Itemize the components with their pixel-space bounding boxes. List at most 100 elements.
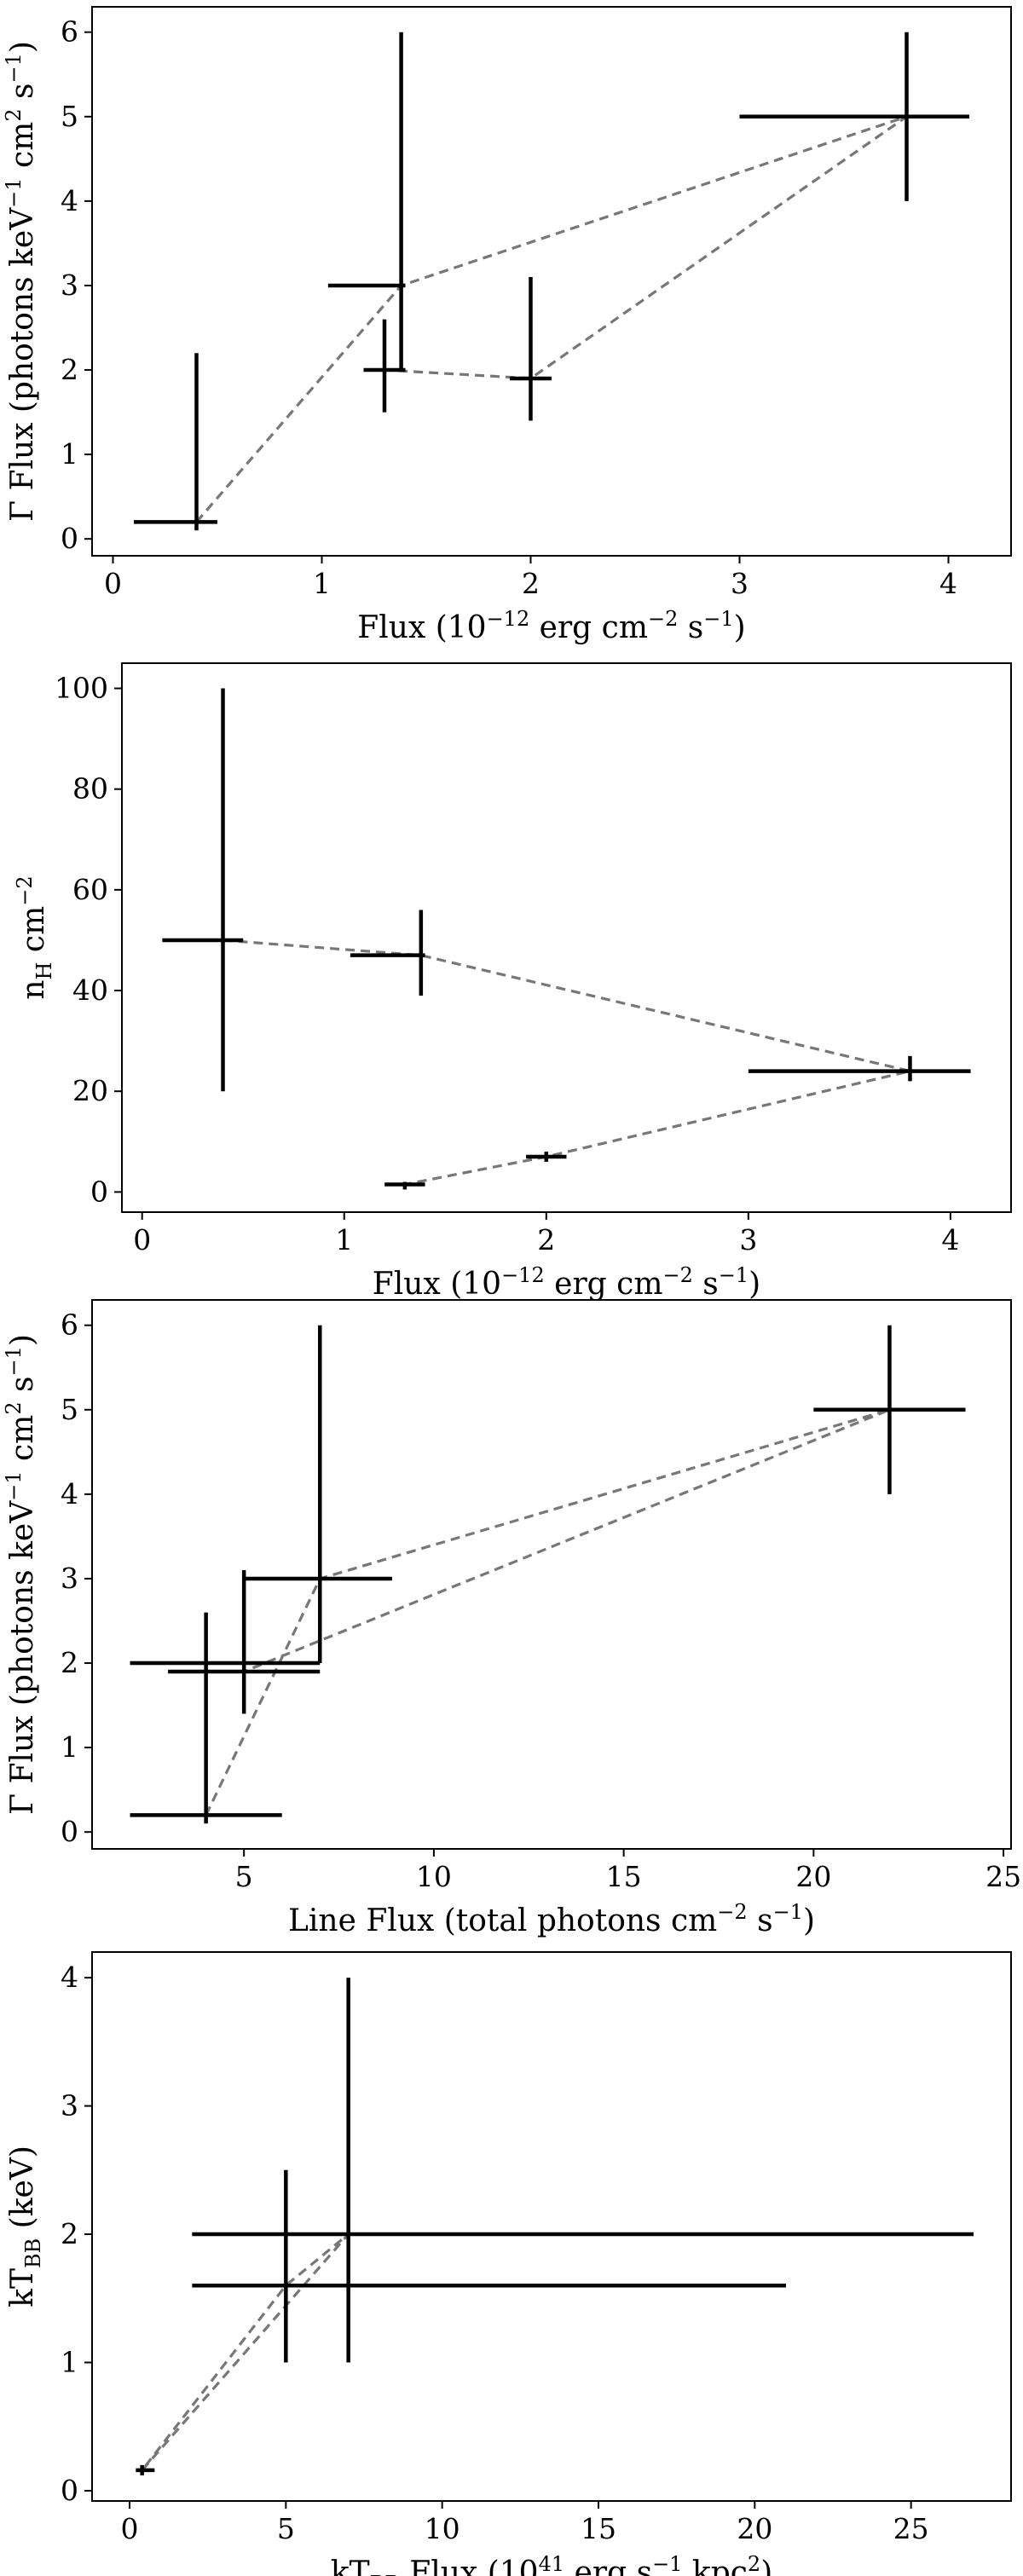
label-segment: −1 [703, 607, 733, 631]
label-segment: −2 [717, 1900, 747, 1924]
x-tick-label: 10 [425, 2512, 460, 2545]
y-tick-label: 1 [61, 437, 78, 471]
label-segment: −2 [662, 1263, 692, 1287]
y-axis-label: Γ Flux (photons keV−1 cm2 s−1) [2, 41, 40, 522]
label-segment: kT [5, 2268, 40, 2307]
data-point [162, 688, 244, 1092]
label-segment: −1 [2, 1346, 26, 1376]
x-tick-label: 4 [941, 1223, 959, 1256]
x-tick-label: 15 [606, 1860, 642, 1893]
plot-frame [91, 6, 1012, 557]
data-point [192, 1978, 974, 2363]
y-tick-label: 1 [61, 1730, 78, 1764]
y-tick-label: 6 [61, 15, 78, 49]
chart-4: 051015202501234kTBB Flux (1041 erg s−1 k… [5, 1951, 1012, 2576]
label-segment: 2 [748, 2552, 760, 2576]
y-tick-label: 2 [61, 1646, 78, 1679]
y-tick-label: 0 [90, 1175, 108, 1208]
label-segment: −1 [2, 1470, 26, 1500]
y-tick-label: 5 [61, 1393, 78, 1426]
x-tick-label: 3 [731, 567, 748, 600]
label-segment: cm [5, 1415, 40, 1471]
label-segment: 41 [539, 2552, 565, 2576]
x-tick-label: 2 [537, 1223, 555, 1256]
label-segment: s [5, 1376, 40, 1401]
x-tick-label: 20 [795, 1860, 831, 1893]
x-axis-label: Flux (10−12 erg cm−2 s−1) [357, 607, 745, 645]
y-tick-label: 40 [72, 973, 108, 1007]
label-segment: ) [803, 1903, 815, 1938]
y-axis-label: kTBB (keV) [5, 2146, 45, 2307]
y-tick-label: 0 [61, 1815, 78, 1848]
plot-frame [121, 662, 1012, 1213]
data-point [134, 353, 217, 531]
plot-frame [91, 1951, 1012, 2502]
y-tick-label: 3 [61, 269, 78, 302]
label-segment: −1 [2, 177, 26, 207]
label-segment: −1 [773, 1900, 803, 1924]
data-point [510, 277, 552, 421]
label-segment: Γ Flux (photons keV [5, 1500, 40, 1815]
x-tick-label: 25 [985, 1860, 1021, 1893]
trend-line [141, 2232, 350, 2471]
label-segment: n [16, 979, 51, 999]
x-tick-label: 10 [416, 1860, 452, 1893]
y-tick-label: 4 [61, 184, 78, 217]
label-segment: −12 [501, 1263, 545, 1287]
label-segment: BB [370, 2572, 400, 2576]
label-segment: cm [5, 122, 40, 178]
y-tick-label: 1 [61, 2345, 78, 2378]
y-tick-label: 80 [72, 772, 108, 806]
label-segment: s [748, 1903, 773, 1938]
trend-line [205, 1408, 891, 1816]
label-segment: erg s [564, 2556, 652, 2576]
label-segment: kpc [682, 2556, 747, 2576]
data-point [244, 1325, 392, 1664]
y-tick-label: 20 [72, 1074, 108, 1107]
label-segment: ) [760, 2556, 772, 2576]
label-segment: s [693, 1267, 719, 1302]
y-tick-label: 3 [61, 2089, 78, 2123]
label-segment: ) [734, 610, 746, 645]
label-segment: −12 [487, 607, 530, 631]
label-segment: erg cm [529, 610, 648, 645]
label-segment: (keV) [5, 2146, 40, 2238]
label-segment: ) [5, 41, 40, 53]
label-segment: cm [16, 906, 51, 962]
data-point [192, 2169, 786, 2363]
x-tick-label: 3 [739, 1223, 757, 1256]
x-tick-label: 15 [581, 2512, 616, 2545]
x-tick-label: 25 [893, 2512, 929, 2545]
y-tick-label: 2 [61, 353, 78, 386]
x-tick-label: 2 [522, 567, 540, 600]
y-tick-label: 4 [61, 1961, 78, 1994]
label-segment: BB [21, 2238, 45, 2268]
label-segment: Flux (10 [400, 2556, 539, 2576]
data-point [327, 32, 406, 371]
x-axis-label: Line Flux (total photons cm−2 s−1) [288, 1900, 815, 1938]
x-axis-label: Flux (10−12 erg cm−2 s−1) [373, 1263, 760, 1302]
label-segment: ) [5, 1334, 40, 1346]
label-segment: s [5, 83, 40, 108]
y-tick-label: 0 [61, 2474, 78, 2507]
label-segment: 2 [2, 1401, 26, 1414]
label-segment: erg cm [545, 1267, 663, 1302]
x-tick-label: 0 [104, 567, 122, 600]
data-point [748, 1055, 971, 1082]
data-point [526, 1152, 567, 1162]
label-segment: Flux (10 [357, 610, 486, 645]
y-tick-label: 4 [61, 1477, 78, 1510]
label-segment: −1 [652, 2552, 682, 2576]
data-point [136, 2464, 155, 2475]
x-tick-label: 5 [277, 2512, 295, 2545]
trend-line [195, 115, 908, 523]
label-segment: −1 [2, 53, 26, 83]
data-point [130, 1612, 282, 1824]
y-axis-label: nH cm−2 [13, 875, 56, 999]
label-segment: Flux (10 [373, 1267, 501, 1302]
label-segment: Γ Flux (photons keV [5, 207, 40, 522]
x-tick-label: 5 [235, 1860, 253, 1893]
